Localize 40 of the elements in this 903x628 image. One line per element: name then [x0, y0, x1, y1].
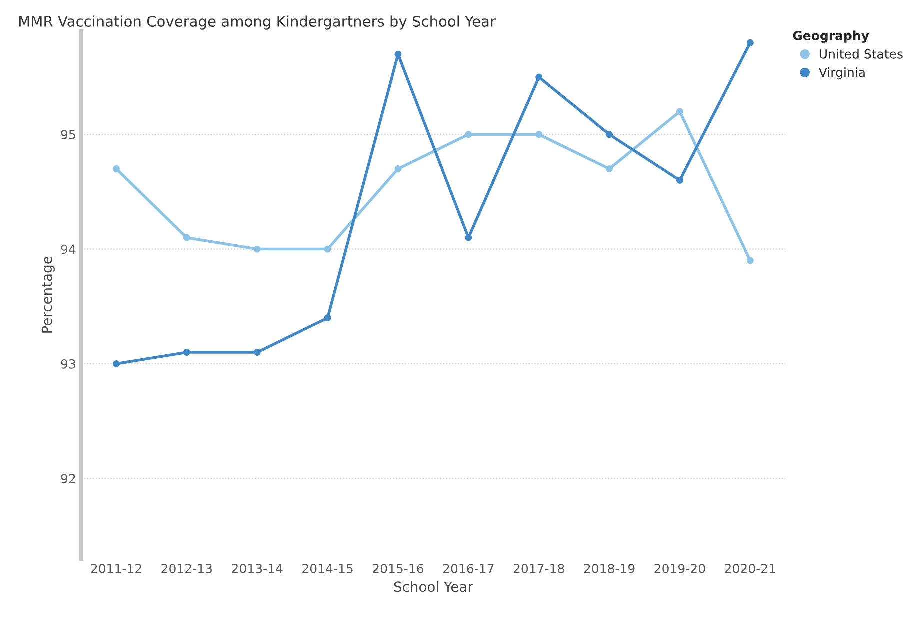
x-tick-label: 2012-13	[162, 564, 212, 574]
point	[324, 246, 332, 253]
x-tick-label: 2020-21	[725, 564, 776, 574]
point	[254, 349, 261, 356]
point	[606, 131, 613, 138]
legend-label: Virginia	[818, 68, 865, 80]
x-tick-label: 2018-19	[584, 564, 635, 574]
x-tick-label: 2016-17	[443, 564, 494, 574]
x-tick-label: 2019-20	[654, 564, 706, 574]
y-tick-label: 95	[61, 130, 76, 140]
point	[465, 234, 472, 242]
x-axis-title: School Year	[394, 581, 474, 592]
point	[113, 166, 120, 172]
point	[536, 131, 543, 138]
point	[113, 360, 120, 368]
point	[606, 166, 613, 172]
point	[465, 131, 472, 138]
x-tick-label: 2014-15	[302, 564, 353, 574]
x-tick-label: 2013-14	[232, 564, 283, 574]
point	[394, 166, 402, 172]
point	[183, 349, 190, 356]
y-tick-label: 93	[61, 359, 76, 369]
x-tick-label: 2011-12	[91, 564, 142, 574]
y-tick-label: 94	[61, 244, 76, 254]
legend-label: United States	[820, 49, 903, 59]
point	[394, 50, 402, 58]
point	[746, 257, 754, 264]
point	[676, 177, 684, 184]
y-tick-label: 92	[61, 474, 76, 484]
point	[746, 39, 754, 46]
point	[254, 246, 261, 253]
legend-title: Geography	[793, 30, 870, 43]
x-tick-label: 2015-16	[373, 564, 424, 574]
chart-title: MMR Vaccination Coverage among Kindergartners by School Year	[19, 16, 496, 30]
point	[536, 74, 543, 81]
point	[183, 234, 190, 242]
point	[324, 314, 332, 322]
y-axis-title: Percentage	[42, 256, 55, 333]
x-tick-label: 2017-18	[514, 564, 564, 574]
point	[676, 108, 684, 116]
